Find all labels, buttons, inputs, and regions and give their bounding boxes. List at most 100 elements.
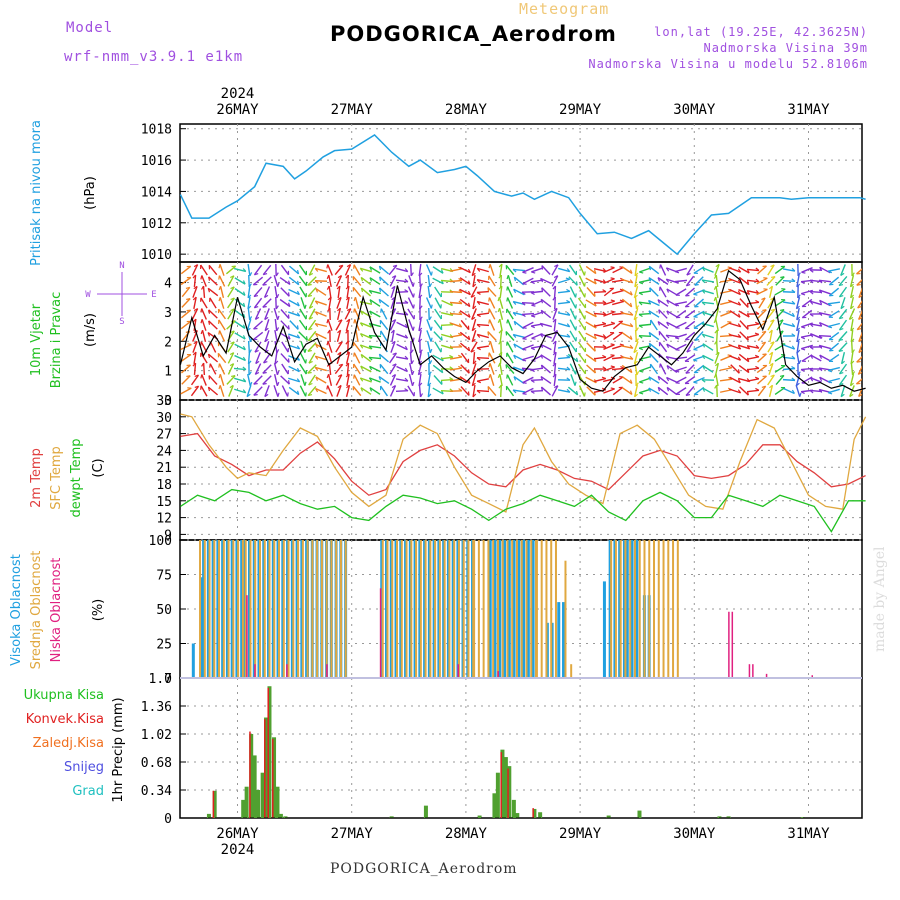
wind-arrow-head: [575, 293, 577, 298]
wind-arrow: [810, 333, 822, 339]
wind-arrow-head: [497, 297, 500, 302]
wind-arrow: [499, 285, 503, 299]
wind-arrow: [554, 296, 556, 310]
wind-label-2: Brzina i Pravac: [49, 292, 64, 389]
wind-arrow-head: [575, 281, 578, 286]
wind-arrow: [425, 297, 433, 309]
cloud-bar-1: [434, 540, 437, 678]
wind-arrow: [279, 276, 291, 286]
wind-arrow-head: [307, 393, 313, 397]
wind-arrow-head: [657, 299, 661, 304]
wind-arrow-head: [818, 367, 823, 372]
wind-arrow: [360, 353, 372, 363]
wind-arrow-head: [754, 332, 759, 336]
cloud-bar-1: [268, 540, 271, 678]
wind-arrow-head: [314, 355, 319, 360]
wind-arrow: [378, 353, 390, 363]
wind-arrow-head: [498, 274, 502, 279]
wind-arrow-head: [378, 265, 382, 271]
wind-arrow: [280, 353, 290, 363]
wind-arrow: [540, 298, 552, 308]
wind-arrow-head: [200, 374, 203, 379]
wind-arrow: [801, 289, 813, 295]
wind-arrow: [507, 275, 513, 287]
wind-arrow: [505, 264, 515, 276]
wind-arrow: [219, 286, 225, 298]
wind-arrow-head: [639, 392, 644, 395]
wind-arrow: [288, 265, 300, 275]
wind-arrow-head: [476, 324, 481, 328]
wind-arrow-head: [359, 344, 364, 349]
wind-arrow-head: [193, 308, 198, 312]
wind-arrow: [638, 290, 652, 294]
cloud-bar-1: [550, 540, 553, 678]
wind-arrow: [569, 341, 577, 353]
wind-arrow-head: [797, 371, 801, 376]
wind-arrow: [729, 344, 741, 350]
wind-arrow: [288, 355, 300, 361]
wind-arrow: [659, 286, 667, 298]
wind-arrow: [648, 387, 660, 395]
wind-arrow-head: [207, 332, 211, 337]
wind-arrow-head: [412, 282, 415, 287]
cloud-bar-0: [557, 602, 561, 678]
cloud-bar-1: [662, 540, 665, 678]
model-label: Model: [66, 20, 114, 36]
wind-arrow-head: [276, 381, 280, 387]
wind-arrow: [208, 309, 218, 319]
wind-arrow: [449, 279, 463, 283]
wind-arrow: [715, 285, 719, 299]
cloud-bar-1: [477, 540, 480, 678]
wind-arrow: [693, 386, 705, 396]
wind-arrow-head: [262, 305, 267, 308]
wind-arrow: [328, 296, 332, 310]
wind-arrow-head: [633, 316, 638, 321]
wind-arrow-head: [467, 346, 471, 352]
wind-arrow-head: [287, 380, 290, 385]
wind-arrow-head: [809, 368, 814, 372]
cloud-bar-2: [246, 595, 248, 678]
wind-arrow: [207, 287, 219, 297]
wind-arrow: [530, 389, 544, 393]
wind-arrow: [218, 275, 226, 287]
wind-arrow: [395, 378, 409, 382]
wind-arrow-head: [522, 327, 527, 329]
wind-arrow-head: [359, 333, 364, 338]
wind-arrow: [336, 385, 342, 397]
wind-arrow: [440, 323, 454, 327]
cloud-bar-0: [507, 540, 511, 678]
wind-arrow: [578, 330, 586, 342]
wind-arrow-head: [218, 275, 220, 280]
wind-arrow-head: [186, 375, 191, 378]
wind-arrow-head: [338, 264, 343, 268]
wind-arrow: [273, 363, 279, 375]
precip-bar-total: [272, 737, 277, 818]
wind-arrow: [729, 288, 741, 296]
wind-arrow: [380, 330, 388, 342]
wind-arrow: [459, 376, 471, 384]
wind-arrow: [488, 275, 496, 287]
wind-arrow-head: [512, 389, 517, 394]
wind-arrow-head: [629, 302, 633, 307]
cloud-bar-1: [222, 540, 225, 678]
wind-arrow-head: [553, 275, 559, 279]
wind-arrow: [551, 275, 559, 287]
wind-arrow: [756, 288, 768, 296]
wind-arrow-head: [610, 277, 615, 280]
wind-arrow: [557, 367, 571, 371]
cloud-bar-0: [240, 540, 244, 678]
wind-arrow: [621, 278, 633, 284]
wind-arrow-head: [819, 266, 823, 272]
wind-arrow-head: [305, 392, 307, 397]
wind-arrow-head: [411, 381, 415, 387]
wind-arrow: [540, 343, 552, 351]
y-tick-label-pressure-1: 1012: [141, 217, 172, 232]
wind-arrow: [440, 312, 454, 316]
wind-arrow-head: [458, 278, 463, 282]
wind-arrow-head: [337, 374, 343, 378]
precip-bar-total: [423, 805, 428, 818]
wind-arrow: [557, 356, 571, 360]
wind-arrow-head: [506, 374, 508, 379]
wind-arrow: [657, 320, 669, 330]
wind-arrow-head: [791, 289, 796, 293]
